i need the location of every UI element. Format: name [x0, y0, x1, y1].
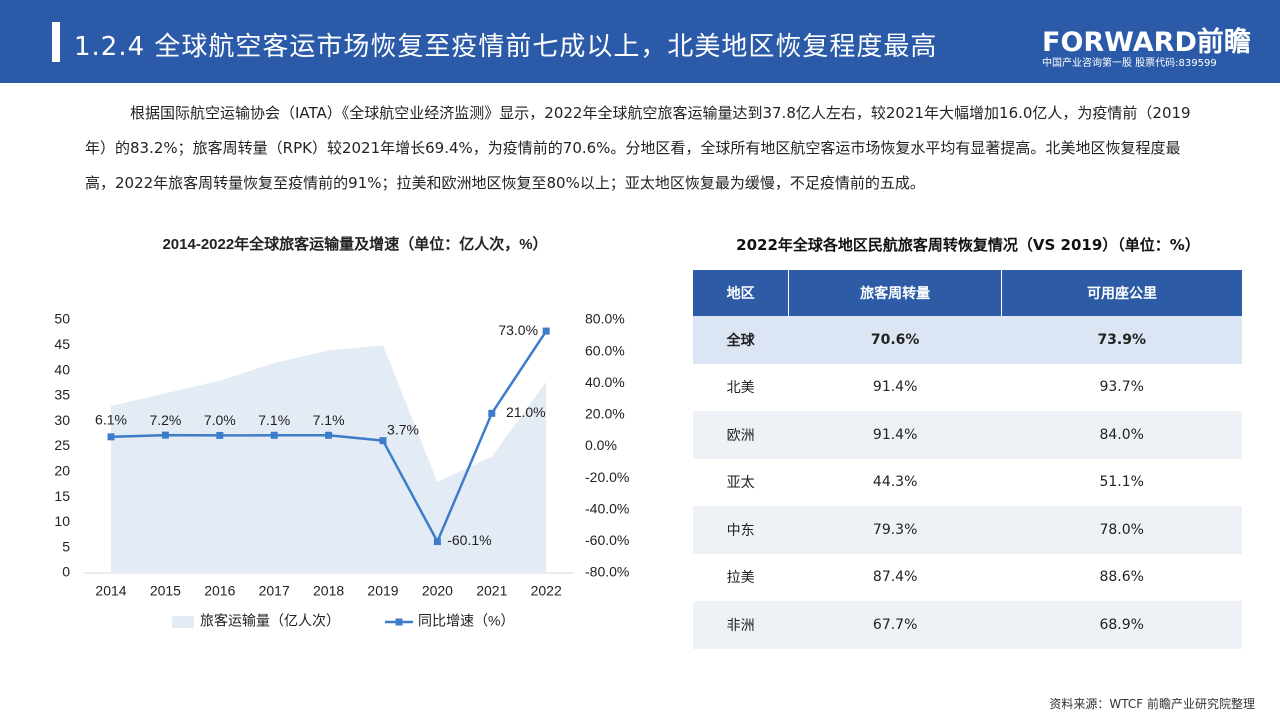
header: 1.2.4 全球航空客运市场恢复至疫情前七成以上，北美地区恢复程度最高 FORW…: [0, 0, 1280, 83]
header-title: 1.2.4 全球航空客运市场恢复至疫情前七成以上，北美地区恢复程度最高: [74, 32, 938, 62]
table-cell: 中东: [692, 506, 789, 554]
x-tick-label: 2019: [367, 583, 398, 599]
y-tick-label: 20: [54, 463, 70, 479]
data-label: -60.1%: [447, 532, 491, 548]
x-tick-label: 2014: [95, 583, 126, 599]
y2-tick-label: -80.0%: [585, 564, 629, 580]
table-cell: 87.4%: [872, 569, 918, 586]
data-label: 7.0%: [204, 412, 236, 428]
table-cell: 亚太: [726, 475, 755, 492]
table-row: 亚太 44.3% 51.1%: [693, 459, 1243, 507]
data-label: 73.0%: [498, 322, 538, 338]
x-tick-label: 2018: [313, 583, 344, 599]
x-tick-label: 2016: [204, 583, 235, 599]
logo-tagline: 中国产业咨询第一股 股票代码:839599: [1042, 58, 1217, 69]
y-tick-label: 0: [62, 564, 70, 580]
table-row: 中东 79.3% 78.0%: [692, 506, 1242, 554]
x-tick-label: 2022: [531, 583, 562, 599]
marker: [161, 431, 169, 439]
legend-swatch: [172, 616, 194, 628]
table-row: 全球 70.6% 73.9%: [692, 316, 1242, 364]
marker: [542, 327, 550, 335]
marker: [488, 409, 496, 417]
table-cell: 44.3%: [872, 474, 918, 491]
marker: [216, 431, 224, 439]
table-cell: 非洲: [692, 601, 789, 649]
legend-swatch: [395, 618, 403, 626]
table-cell: 91.4%: [872, 379, 918, 396]
y-tick-label: 25: [54, 437, 70, 453]
x-tick-label: 2015: [150, 583, 181, 599]
x-tick-label: 2017: [259, 583, 290, 599]
data-label: 7.2%: [149, 412, 181, 428]
area: [111, 345, 547, 573]
table-cell: 51.1%: [1099, 474, 1144, 491]
y2-tick-label: 20.0%: [585, 406, 625, 422]
chart: 2014-2022年全球旅客运输量及增速（单位：亿人次，%） 051015202…: [54, 235, 629, 629]
table-cell: 91.4%: [788, 411, 1002, 459]
paragraph: 根据国际航空运输协会（IATA）《全球航空业经济监测》显示，2022年全球航空旅…: [85, 104, 1191, 192]
y-tick-label: 35: [54, 387, 70, 403]
y2-tick-label: 60.0%: [585, 342, 625, 358]
source: 资料来源：WTCF 前瞻产业研究院整理: [1049, 697, 1255, 711]
table-cell: 78.0%: [1001, 506, 1242, 554]
table-row: 非洲 67.7% 68.9%: [692, 601, 1242, 649]
table-cell: 84.0%: [1001, 411, 1242, 459]
header-accent: [52, 22, 60, 62]
table-cell: 93.7%: [1099, 379, 1144, 396]
table-cell: 70.6%: [788, 316, 1002, 364]
y-tick-label: 50: [54, 311, 70, 327]
y2-tick-label: 0.0%: [585, 437, 617, 453]
marker: [270, 431, 278, 439]
y-tick-label: 30: [54, 412, 70, 428]
table-column-header: 旅客周转量: [788, 270, 1002, 316]
table-cell: 88.6%: [1099, 569, 1144, 586]
table-cell: 68.9%: [1001, 601, 1242, 649]
x-tick-label: 2020: [422, 583, 453, 599]
table-column-header: 地区: [691, 270, 789, 316]
table-row: 拉美 87.4% 88.6%: [693, 554, 1243, 602]
data-label: 7.1%: [313, 412, 345, 428]
chart-title: 2014-2022年全球旅客运输量及增速（单位：亿人次，%）: [162, 235, 547, 253]
legend-label: 同比增速（%）: [418, 613, 514, 629]
y-tick-label: 5: [62, 538, 70, 554]
y-tick-label: 45: [54, 336, 70, 352]
table-cell: 73.9%: [1001, 316, 1242, 364]
logo-brand: FORWARD前瞻: [1042, 27, 1251, 58]
data-label: 6.1%: [95, 412, 127, 428]
table-cell: 67.7%: [788, 601, 1002, 649]
y-tick-label: 15: [54, 488, 70, 504]
data-label: 7.1%: [258, 412, 290, 428]
table-cell: 拉美: [726, 570, 755, 587]
marker: [433, 538, 441, 546]
table-header: 地区 旅客周转量 可用座公里: [691, 270, 1242, 316]
data-label: 3.7%: [387, 421, 419, 437]
table: 地区 旅客周转量 可用座公里 全球 70.6% 73.9% 北美 91.4% 93.7% 欧洲 91…: [691, 270, 1243, 649]
y-tick-label: 40: [54, 361, 70, 377]
table-row: 北美 91.4% 93.7%: [693, 364, 1243, 412]
table-row: 欧洲 91.4% 84.0%: [692, 411, 1242, 459]
y-tick-label: 10: [54, 513, 70, 529]
table-cell: 全球: [692, 316, 789, 364]
marker: [325, 431, 333, 439]
y2-tick-label: 80.0%: [585, 311, 625, 327]
y2-tick-label: -60.0%: [585, 532, 629, 548]
x-tick-label: 2021: [476, 583, 507, 599]
table-cell: 北美: [726, 380, 755, 397]
marker: [379, 437, 387, 445]
marker: [107, 433, 115, 441]
table-column-header: 可用座公里: [1000, 270, 1242, 316]
legend-label: 旅客运输量（亿人次）: [200, 613, 340, 629]
table-cell: 79.3%: [788, 506, 1002, 554]
y2-tick-label: 40.0%: [585, 374, 625, 390]
data-label: 21.0%: [506, 404, 546, 420]
y2-tick-label: -20.0%: [585, 469, 629, 485]
table-cell: 欧洲: [692, 411, 789, 459]
y2-tick-label: -40.0%: [585, 500, 629, 516]
table-title: 2022年全球各地区民航旅客周转恢复情况（VS 2019）（单位：%）: [736, 236, 1200, 254]
